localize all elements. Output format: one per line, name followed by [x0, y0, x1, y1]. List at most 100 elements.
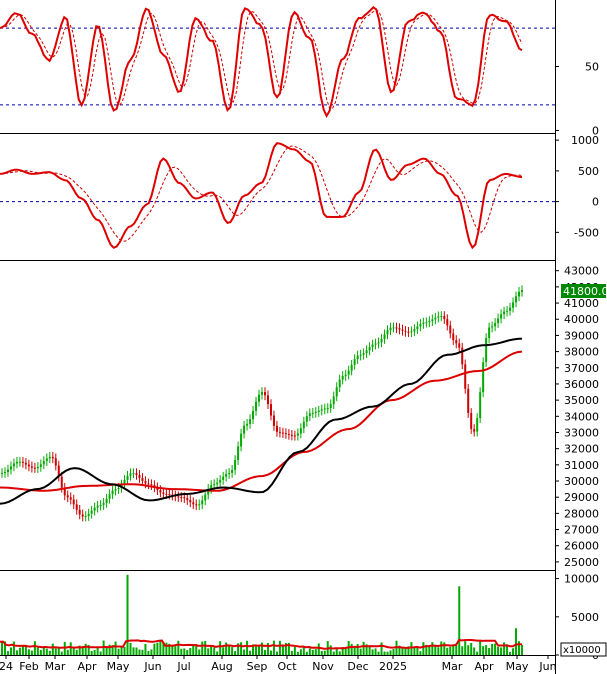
candle-body	[249, 419, 252, 424]
x-tick-label: 2025	[379, 660, 407, 673]
candle-body	[266, 395, 269, 405]
candle-body	[371, 344, 374, 348]
slow-moving-average-line	[0, 350, 523, 492]
volume-bar	[371, 649, 374, 655]
candle-body	[57, 465, 60, 477]
volume-bar	[335, 647, 338, 655]
volume-bar	[114, 641, 117, 655]
volume-bar	[443, 642, 446, 655]
candle-body	[434, 317, 437, 320]
volume-bar	[258, 644, 261, 655]
volume-bar	[329, 645, 332, 655]
candle-body	[359, 354, 362, 356]
volume-bar	[27, 649, 30, 655]
volume-bar	[21, 646, 24, 655]
candle-body	[404, 330, 407, 332]
candle-body	[156, 487, 159, 491]
volume-bar	[461, 646, 464, 655]
candle-body	[263, 392, 266, 396]
y-tick-label: 0	[592, 124, 599, 137]
candle-body	[72, 499, 75, 505]
volume-bar	[141, 649, 144, 655]
volume-bar	[252, 644, 255, 655]
volume-bar	[72, 647, 75, 655]
candle-body	[195, 504, 198, 506]
volume-bar	[222, 647, 225, 655]
candle-body	[27, 464, 30, 467]
volume-bar	[216, 651, 219, 655]
volume-bar	[147, 651, 150, 655]
volume-bar	[359, 648, 362, 655]
candle-body	[246, 423, 249, 426]
candle-body	[464, 364, 467, 389]
candle-body	[353, 359, 356, 365]
x-tick-label: May	[107, 660, 130, 673]
x-tick-label: Jun	[143, 660, 161, 673]
y-tick-label: 10000	[564, 573, 599, 586]
candle-body	[63, 487, 66, 496]
candle-body	[398, 328, 401, 330]
volume-bar	[60, 651, 63, 655]
volume-bar	[186, 650, 189, 655]
candle-body	[207, 488, 210, 495]
stochastic-panel: 50 0	[0, 5, 599, 137]
candle-body	[21, 461, 24, 463]
candle-body	[105, 498, 108, 503]
candle-body	[228, 472, 231, 475]
candle-body	[183, 497, 186, 499]
volume-bar	[344, 647, 347, 655]
candle-body	[24, 462, 27, 465]
volume-bar	[287, 642, 290, 655]
candle-body	[395, 327, 398, 329]
candle-body	[515, 296, 518, 303]
candle-body	[482, 362, 485, 393]
volume-bar	[476, 651, 479, 655]
candle-body	[162, 492, 165, 494]
volume-bar	[99, 651, 102, 655]
candle-body	[231, 469, 234, 473]
candle-body	[422, 322, 425, 324]
candle-body	[272, 415, 275, 426]
volume-bar	[81, 647, 84, 655]
candle-body	[479, 392, 482, 419]
volume-bar	[6, 651, 9, 655]
volume-bar	[69, 642, 72, 655]
candle-body	[204, 494, 207, 501]
volume-bar	[320, 650, 323, 655]
candle-body	[30, 466, 33, 468]
volume-bar	[305, 651, 308, 655]
volume-bar	[9, 647, 12, 655]
candle-body	[261, 392, 263, 395]
candle-body	[114, 489, 117, 491]
volume-bar	[323, 650, 326, 655]
candle-body	[500, 314, 503, 319]
candle-body	[210, 485, 213, 489]
volume-bar	[473, 647, 476, 655]
candle-body	[78, 509, 81, 515]
volume-bar	[234, 651, 237, 655]
volume-bar	[3, 641, 6, 655]
y-tick-label: 30000	[564, 475, 599, 488]
volume-bar	[198, 649, 201, 655]
volume-bar	[299, 649, 302, 655]
volume-bar	[165, 642, 168, 655]
candle-body	[410, 331, 413, 333]
candle-body	[201, 500, 204, 505]
volume-bar	[123, 646, 126, 655]
volume-bar	[204, 640, 207, 655]
candle-body	[96, 505, 99, 508]
x-tick-label: Nov	[312, 660, 334, 673]
candle-body	[159, 490, 162, 493]
candle-body	[494, 323, 497, 327]
candle-body	[308, 413, 311, 417]
volume-bar	[392, 649, 395, 655]
volume-bar	[353, 647, 356, 655]
volume-bar	[45, 648, 48, 655]
candle-body	[129, 473, 132, 476]
volume-bar	[66, 649, 69, 655]
volume-unit-label: x10000	[563, 645, 601, 656]
candle-body	[368, 347, 371, 351]
candle-body	[374, 343, 377, 345]
candle-body	[461, 347, 464, 365]
candle-body	[90, 510, 93, 514]
